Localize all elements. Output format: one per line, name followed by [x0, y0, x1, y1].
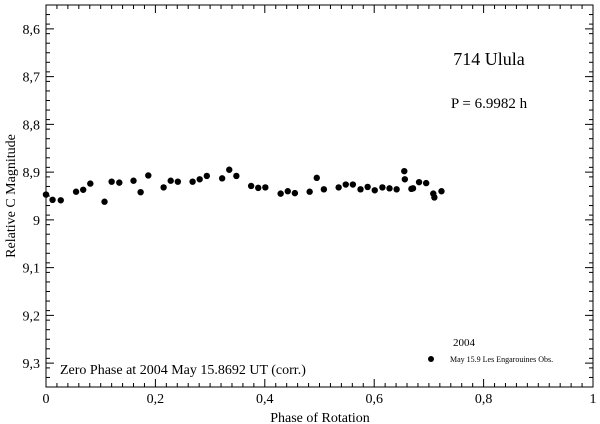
x-tick-label: 0,2 [147, 392, 165, 407]
x-tick-labels: 0 0,2 0,4 0,6 0,8 1 [43, 392, 597, 407]
x-tick-label: 0,4 [256, 392, 274, 407]
data-point [401, 167, 408, 175]
y-tick-label: 9,3 [23, 357, 41, 372]
data-point [284, 188, 291, 195]
data-point [226, 166, 233, 173]
data-point [49, 196, 56, 204]
data-point [364, 183, 371, 191]
data-point [137, 188, 144, 196]
y-tick-label: 8,9 [23, 166, 41, 181]
data-point [72, 188, 80, 195]
data-point [313, 174, 320, 182]
data-point [409, 185, 417, 192]
data-point [320, 186, 328, 193]
data-point [349, 181, 357, 188]
data-point [291, 189, 299, 197]
zero-phase-note: Zero Phase at 2004 May 15.8692 UT (corr.… [60, 363, 306, 378]
period-label: P = 6.9982 h [451, 96, 528, 112]
data-points [42, 166, 445, 205]
y-tick-label: 9,1 [23, 262, 41, 277]
data-point [277, 190, 284, 197]
x-tick-label: 1 [590, 392, 597, 407]
chart-title: 714 Ulula [453, 49, 525, 69]
data-point [116, 179, 123, 186]
legend-year: 2004 [453, 337, 476, 349]
legend-entry-label: May 15.9 Les Engarouines Obs. [450, 355, 553, 364]
data-point [393, 186, 400, 193]
x-axis-title: Phase of Rotation [270, 411, 370, 424]
data-point [438, 188, 445, 195]
y-tick-label: 8,7 [23, 71, 41, 86]
data-point [371, 187, 378, 194]
data-point [422, 179, 430, 187]
data-point [79, 186, 87, 193]
data-point [130, 177, 137, 184]
data-point [203, 172, 211, 180]
data-point [196, 176, 203, 183]
data-point [108, 178, 115, 185]
data-point [101, 198, 108, 205]
data-point [335, 184, 342, 191]
data-point [255, 184, 262, 192]
data-point [218, 175, 226, 182]
data-point [160, 184, 167, 191]
data-point [401, 176, 409, 183]
plot-area [45, 4, 594, 388]
y-tick-label: 9 [33, 214, 40, 229]
data-point [415, 178, 423, 186]
data-point [357, 186, 364, 193]
data-point [57, 197, 64, 204]
y-tick-label: 9,2 [23, 309, 41, 324]
y-axis-title: Relative C Magnitude [4, 134, 19, 258]
x-tick-label: 0 [43, 392, 50, 407]
y-tick-label: 8,6 [23, 23, 41, 38]
x-tick-label: 0,6 [365, 392, 383, 407]
data-point [306, 188, 313, 195]
data-point [431, 194, 438, 201]
data-point [87, 180, 94, 187]
y-tick-label: 8,8 [23, 118, 41, 133]
data-point [386, 185, 393, 192]
data-point [42, 191, 50, 198]
data-point [145, 172, 152, 179]
legend-marker [428, 356, 434, 362]
data-point [247, 182, 255, 190]
data-point [342, 181, 349, 188]
data-point [379, 184, 386, 191]
data-point [262, 184, 269, 191]
y-tick-labels: 8,6 8,7 8,8 8,9 9 9,1 9,2 9,3 [23, 23, 41, 372]
data-point [233, 172, 240, 180]
data-point [174, 178, 182, 185]
data-point [167, 177, 174, 184]
x-tick-label: 0,8 [475, 392, 493, 407]
data-point [189, 178, 196, 185]
axis-ticks [45, 4, 594, 388]
